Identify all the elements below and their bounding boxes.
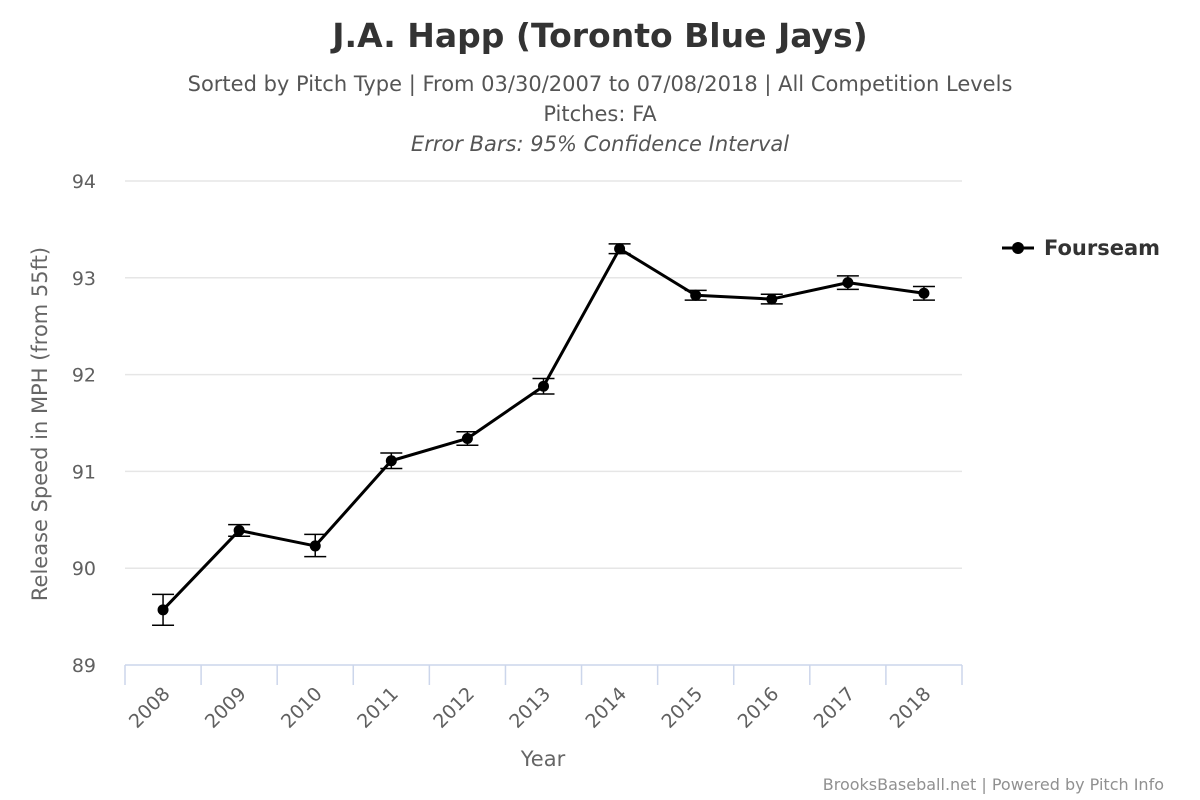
y-axis-title: Release Speed in MPH (from 55ft) <box>28 247 52 601</box>
data-point <box>614 243 626 255</box>
data-point <box>233 524 245 536</box>
chart-credits[interactable]: BrooksBaseball.net | Powered by Pitch In… <box>823 775 1164 794</box>
x-tick-label: 2014 <box>581 683 631 733</box>
x-tick-label: 2008 <box>125 683 175 733</box>
data-point <box>385 455 397 467</box>
x-tick-label: 2009 <box>201 683 251 733</box>
x-axis-title: Year <box>520 747 566 771</box>
legend-marker-symbol <box>1012 242 1024 254</box>
data-point <box>842 277 854 289</box>
chart-subtitle-error-note: Error Bars: 95% Confidence Interval <box>411 132 789 156</box>
y-tick-label: 91 <box>72 461 96 483</box>
y-axis-ticks: 89 90 91 92 93 94 <box>72 171 96 677</box>
x-tick-label: 2018 <box>886 683 936 733</box>
x-tick-label: 2012 <box>429 683 479 733</box>
data-point <box>766 293 778 305</box>
series-line <box>161 247 925 611</box>
x-tick-label: 2013 <box>505 683 555 733</box>
y-tick-label: 90 <box>72 558 96 580</box>
x-tick-label: 2016 <box>734 683 784 733</box>
x-axis-ticks: 2008 2009 2010 2011 2012 2013 2014 2015 2016 2017… <box>125 683 936 733</box>
data-point <box>918 287 930 299</box>
chart-subtitle-line-1: Sorted by Pitch Type | From 03/30/2007 t… <box>188 72 1013 97</box>
series-fourseam <box>152 243 935 627</box>
y-tick-label: 92 <box>72 365 96 387</box>
data-point <box>157 604 169 616</box>
y-tick-label: 94 <box>72 171 96 193</box>
x-tick-label: 2015 <box>657 683 707 733</box>
legend-item-fourseam[interactable]: Fourseam <box>1002 236 1160 260</box>
y-tick-label: 89 <box>72 655 96 677</box>
data-point <box>690 289 702 301</box>
x-tick-label: 2010 <box>277 683 327 733</box>
legend-label-fourseam: Fourseam <box>1044 236 1160 260</box>
grid-lines <box>125 180 962 569</box>
x-axis <box>124 664 963 685</box>
chart-subtitle-line-2: Pitches: FA <box>543 102 657 126</box>
data-point <box>461 432 473 444</box>
x-tick-label: 2017 <box>810 683 860 733</box>
chart-title: J.A. Happ (Toronto Blue Jays) <box>330 16 867 55</box>
data-point <box>309 540 321 552</box>
x-tick-label: 2011 <box>353 683 403 733</box>
y-tick-label: 93 <box>72 268 96 290</box>
data-point <box>538 380 549 392</box>
